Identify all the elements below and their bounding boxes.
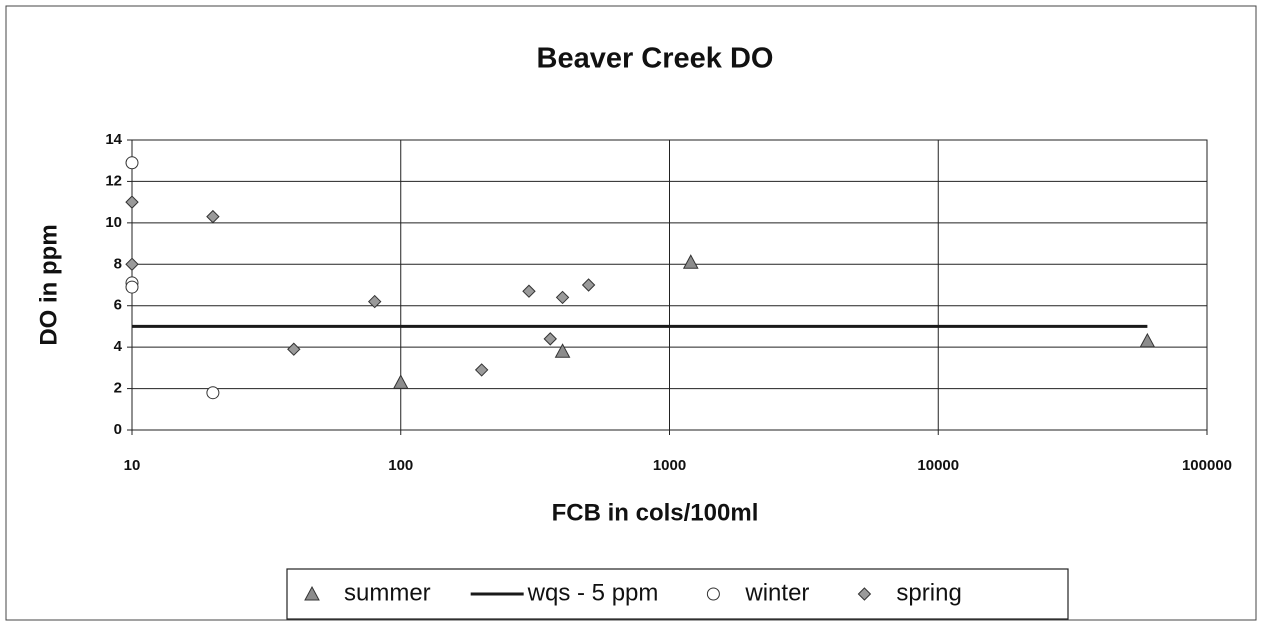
diamond-point	[206, 209, 220, 224]
circle-point	[125, 156, 139, 170]
circle-point	[125, 280, 139, 294]
legend-item: wqs - 5 ppm	[470, 579, 659, 606]
diamond-point	[125, 257, 139, 271]
legend-label: wqs - 5 ppm	[527, 579, 659, 606]
x-tick-label: 100	[388, 457, 413, 474]
legend-label: summer	[344, 579, 431, 606]
y-tick-label: 14	[105, 131, 122, 148]
triangle-point	[554, 343, 571, 358]
chart-title: Beaver Creek DO	[537, 43, 774, 75]
circle-point	[206, 386, 220, 400]
x-tick-label: 10000	[917, 457, 959, 474]
y-tick-label: 4	[114, 338, 123, 355]
legend-item: winter	[706, 579, 809, 606]
diamond-point	[125, 195, 139, 209]
diamond-point	[581, 278, 596, 292]
legend-item: summer	[304, 579, 431, 606]
triangle-point	[392, 374, 409, 389]
diamond-point	[522, 284, 536, 298]
legend-swatch	[706, 587, 720, 601]
legend-label: spring	[896, 579, 961, 606]
y-axis-label: DO in ppm	[35, 224, 62, 345]
x-tick-label: 100000	[1182, 457, 1232, 474]
diamond-point	[367, 294, 382, 309]
diamond-point	[555, 290, 570, 305]
triangle-point	[682, 254, 699, 269]
diamond-point	[543, 332, 557, 346]
y-tick-label: 6	[114, 297, 122, 314]
legend-box	[286, 568, 1069, 620]
triangle-point	[1139, 332, 1156, 348]
y-tick-label: 12	[105, 172, 122, 189]
diamond-point	[287, 342, 301, 356]
y-tick-label: 0	[114, 421, 122, 438]
y-tick-label: 10	[105, 214, 122, 231]
legend-swatch	[857, 587, 872, 601]
x-tick-label: 10	[124, 457, 141, 474]
legend-item: spring	[857, 579, 962, 606]
legend-swatch	[304, 585, 320, 601]
y-tick-label: 8	[114, 255, 122, 272]
y-tick-label: 2	[114, 380, 122, 397]
x-axis-label: FCB in cols/100ml	[552, 499, 759, 526]
legend-label: winter	[744, 579, 809, 606]
diamond-point	[474, 363, 489, 377]
x-tick-label: 1000	[653, 457, 686, 474]
